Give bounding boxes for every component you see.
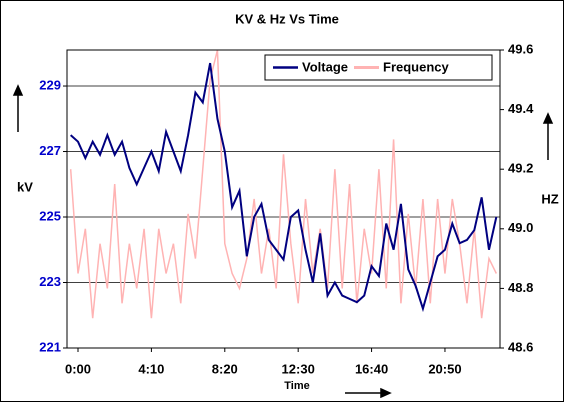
chart-title: KV & Hz Vs Time [235,11,339,26]
legend-label: Frequency [383,59,450,74]
legend-label: Voltage [302,59,348,74]
arrow-head [380,387,392,399]
line-series [69,49,498,319]
y2-tick-label: 49.0 [508,220,533,235]
y2-tick-label: 48.8 [508,280,533,295]
x-tick-label: 4:10 [138,361,164,376]
legend: Voltage Frequency [264,54,493,81]
arrow-head [542,112,554,124]
y2-tick-label: 49.6 [508,41,533,56]
axis-arrows [12,84,554,399]
x-axis-title: Time [284,380,309,392]
y2-tick-label: 49.2 [508,161,533,176]
y-axis-title: kV [17,179,33,194]
y-tick-label: 223 [39,274,61,289]
y-tick-label: 221 [39,339,61,354]
line-series [70,62,498,313]
y-tick-label: 225 [39,208,61,223]
y2-tick-label: 49.4 [508,101,534,116]
x-tick-label: 16:40 [355,361,388,376]
y2-axis-title: HZ [541,191,558,206]
y-tick-label: 229 [39,77,61,92]
x-tick-label: 0:00 [65,361,91,376]
plot-area [67,50,500,348]
x-tick-label: 8:20 [212,361,238,376]
y-tick-label: 227 [39,143,61,158]
arrow-head [12,84,24,96]
x-tick-label: 20:50 [428,361,461,376]
plot-frame [66,49,501,349]
x-tick-label: 12:30 [282,361,315,376]
y2-tick-label: 48.6 [508,339,533,354]
